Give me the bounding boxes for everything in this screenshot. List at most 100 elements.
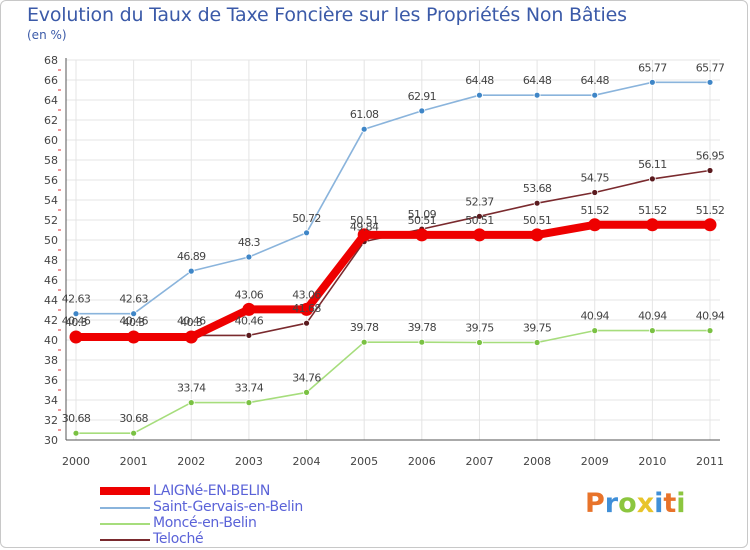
point-2-9 [591,91,599,99]
data-label-1-6: 39.78 [408,321,437,334]
y-tick-label: 44 [44,294,58,307]
point-2-1 [130,310,138,318]
series-line-2 [75,81,711,315]
point-3-10 [645,218,659,232]
point-2-10 [648,78,656,86]
point-2-11 [706,78,714,86]
data-label-1-7: 39.75 [465,322,494,335]
data-label-3-5: 50.51 [350,214,379,227]
point-3-5 [357,228,371,242]
point-1-9 [591,327,599,335]
y-tick-label: 62 [44,114,58,127]
x-tick-label: 2004 [293,455,321,468]
y-tick-label: 32 [44,414,58,427]
point-0-9 [591,189,599,196]
data-label-1-2: 33.74 [177,382,206,395]
point-3-6 [415,228,429,242]
data-label-3-10: 51.52 [638,204,667,217]
data-label-2-11: 65.77 [696,61,725,74]
y-tick-label: 48 [44,254,58,267]
data-label-0-6: 51.09 [408,208,437,221]
point-3-2 [184,330,198,344]
data-label-3-6: 50.51 [408,214,437,227]
data-label-2-2: 46.89 [177,250,206,263]
proxiti-logo: Proxiti [585,488,686,519]
y-tick-label: 54 [44,194,58,207]
data-label-0-7: 52.37 [465,195,494,208]
point-2-5 [360,125,368,133]
point-1-5 [360,338,368,346]
data-label-1-10: 40.94 [638,310,667,323]
point-2-3 [245,253,253,261]
data-label-3-9: 51.52 [580,204,609,217]
point-2-7 [476,91,483,99]
x-tick-label: 2003 [235,455,263,468]
data-label-2-5: 61.08 [350,108,379,121]
data-label-1-9: 40.94 [580,310,609,323]
series-line-1 [75,329,711,435]
point-2-0 [72,310,80,318]
data-label-0-10: 56.11 [638,158,667,171]
data-label-2-3: 48.3 [238,236,261,249]
data-label-3-7: 50.51 [465,214,494,227]
legend-label-teloche: Teloché [153,531,204,547]
data-label-layer: 40.46 40.46 40.46 40.46 41.68 49.84 51.09 52.37… [62,61,726,425]
y-tick-label: 58 [44,154,58,167]
data-label-0-1: 40.46 [119,314,148,327]
point-3-0 [69,330,83,344]
point-3-3 [242,302,256,316]
point-2-4 [303,229,310,237]
data-label-2-8: 64.48 [523,74,552,87]
data-label-3-3: 43.06 [235,288,264,301]
legend-label-saint-gervais: Saint-Gervais-en-Belin [153,499,303,515]
data-label-0-3: 40.46 [235,314,264,327]
point-3-4 [300,302,314,316]
data-label-0-11: 56.95 [696,150,725,163]
data-label-0-2: 40.46 [177,314,206,327]
y-tick-label: 40 [44,334,58,347]
unit-label: (en %) [27,28,67,42]
y-tick-label: 38 [44,354,58,367]
x-tick-label: 2006 [408,455,436,468]
data-label-3-8: 50.51 [523,214,552,227]
data-label-1-4: 34.76 [292,371,321,384]
legend-label-laigne: LAIGNé-EN-BELIN [153,483,271,499]
data-label-0-8: 53.68 [523,182,552,195]
data-label-3-4: 43.06 [292,288,321,301]
data-label-1-0: 30.68 [62,412,91,425]
x-tick-label: 2005 [350,455,378,468]
legend-swatch-teloche [100,539,150,541]
logo-letter: i [676,488,686,519]
series-line-3 [72,220,714,341]
y-tick-label: 50 [44,234,58,247]
data-label-3-11: 51.52 [696,204,725,217]
logo-letter: x [636,488,655,519]
point-3-1 [127,330,141,344]
point-0-10 [648,175,656,183]
chart-title: Evolution du Taux de Taxe Foncière sur l… [27,4,627,26]
point-1-1 [130,429,138,437]
point-2-2 [187,267,195,275]
legend-swatch-laigne [100,487,150,495]
plot-area [66,60,720,440]
x-tick-label: 2010 [638,455,666,468]
data-label-3-0: 40.3 [65,316,88,329]
y-tick-label: 42 [44,314,58,327]
point-3-11 [703,218,717,232]
x-tick-label: 2009 [581,455,609,468]
grid-layer [66,59,720,441]
point-3-9 [588,218,602,232]
line-chart: 30 32 34 36 38 40 42 44 46 48 50 52 54 56 58 60 62 64 66 68… [44,54,726,468]
point-0-4 [303,319,310,327]
logo-letter: r [604,488,619,519]
logo-letter: o [618,488,637,519]
data-label-1-11: 40.94 [696,310,725,323]
data-label-1-8: 39.75 [523,322,552,335]
data-label-0-4: 41.68 [292,302,321,315]
legend-swatch-saint-gervais [100,507,150,509]
data-label-0-9: 54.75 [580,172,609,185]
data-label-0-0: 40.46 [62,314,91,327]
x-tick-label: 2007 [465,455,493,468]
data-label-2-0: 42.63 [62,293,91,306]
y-tick-label: 34 [44,394,58,407]
